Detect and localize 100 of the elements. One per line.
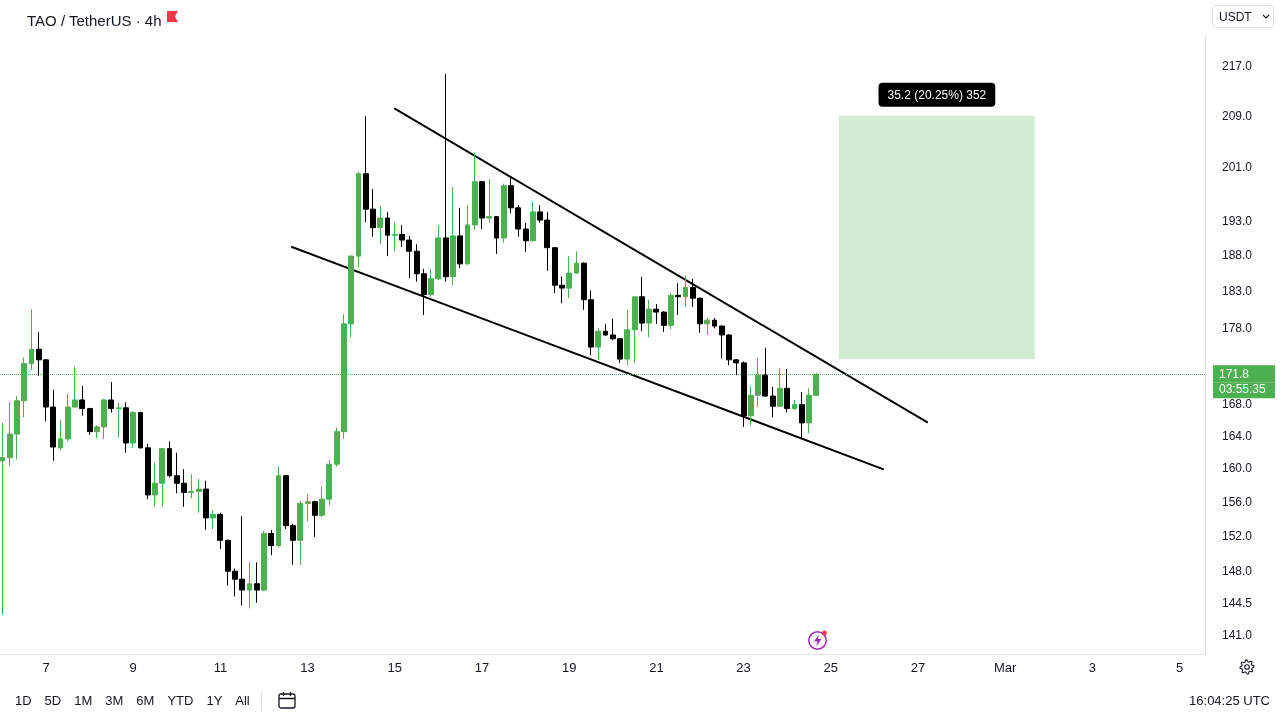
y-tick-label: 164.0 <box>1222 428 1253 443</box>
candlestick <box>675 282 681 316</box>
candlestick <box>566 255 572 299</box>
text: 16:04:25 UTC <box>1189 693 1270 709</box>
candlestick <box>494 215 499 255</box>
candlestick <box>268 529 274 556</box>
candlestick <box>741 360 747 428</box>
candlestick <box>574 250 579 275</box>
candlestick <box>799 391 805 439</box>
candlestick <box>254 561 260 604</box>
candlestick <box>683 275 688 308</box>
candlestick <box>188 473 194 499</box>
candlestick <box>217 512 223 550</box>
candlestick <box>247 561 252 609</box>
x-tick-label: 21 <box>649 660 664 675</box>
candlestick <box>639 276 645 332</box>
candlestick <box>0 422 5 616</box>
candlestick <box>661 310 667 333</box>
y-tick-label: 144.5 <box>1222 595 1253 610</box>
candlestick <box>138 411 143 450</box>
x-tick-label: Mar <box>993 660 1018 675</box>
candlestick <box>457 207 463 269</box>
annotation: 35.2 (20.25%) 352 <box>887 87 987 102</box>
text: 03:55:35 <box>1219 382 1267 397</box>
candlestick <box>523 222 529 253</box>
chart-title: TAO / TetherUS · 4h <box>27 12 162 29</box>
y-tick-label: 217.0 <box>1222 59 1253 74</box>
candlestick <box>58 419 63 451</box>
candlestick <box>108 381 114 414</box>
text: 1D <box>15 693 32 709</box>
candlestick <box>145 443 151 500</box>
candlestick <box>116 401 122 438</box>
candlestick <box>305 493 311 522</box>
x-tick-label: 5 <box>1175 660 1184 675</box>
candlestick <box>210 509 216 530</box>
candlestick <box>603 323 608 337</box>
y-tick-label: 193.0 <box>1222 213 1253 228</box>
text: YTD <box>167 693 194 709</box>
text: USDT <box>1219 9 1252 25</box>
candlestick <box>392 221 398 252</box>
x-tick-label: 9 <box>129 660 137 675</box>
text: 1M <box>74 693 93 709</box>
candlestick <box>261 530 267 592</box>
candlestick <box>167 440 172 478</box>
candlestick <box>276 466 281 548</box>
y-tick-label: 156.0 <box>1222 494 1253 509</box>
x-tick-label: 17 <box>474 660 490 675</box>
x-tick-label: 19 <box>561 660 577 675</box>
candlestick <box>624 309 630 366</box>
y-tick-label: 209.0 <box>1222 108 1253 123</box>
candlestick <box>501 183 507 244</box>
candlestick <box>770 386 776 418</box>
candlestick <box>646 299 652 338</box>
candlestick <box>465 204 470 266</box>
x-tick-label: 15 <box>387 660 403 675</box>
x-tick-label: 27 <box>910 660 926 675</box>
y-tick-label: 160.0 <box>1222 461 1253 476</box>
text: 5D <box>44 693 62 709</box>
candlestick <box>87 407 93 436</box>
y-tick-label: 152.0 <box>1222 528 1253 543</box>
y-tick-label: 178.0 <box>1222 320 1253 335</box>
candlestick <box>762 347 768 398</box>
candlestick <box>196 478 202 514</box>
candlestick <box>450 186 456 286</box>
text: 6M <box>136 693 155 709</box>
text: 1Y <box>206 693 223 709</box>
candlestick <box>297 500 303 566</box>
ref-line-label: 171.8 <box>1219 367 1250 382</box>
candlestick <box>712 317 717 329</box>
candlestick <box>312 500 318 538</box>
y-tick-label: 188.0 <box>1222 248 1253 263</box>
y-tick-label: 168.0 <box>1222 396 1253 411</box>
candlestick <box>377 205 383 245</box>
candlestick <box>203 480 209 531</box>
x-tick-label: 25 <box>823 660 839 675</box>
y-tick-label: 148.0 <box>1222 564 1253 579</box>
candlestick <box>79 385 85 417</box>
candlestick <box>479 180 485 230</box>
candlestick <box>123 401 129 454</box>
x-tick-label: 11 <box>213 660 228 675</box>
candlestick <box>653 303 659 325</box>
candlestick <box>130 410 136 449</box>
text: All <box>235 693 250 709</box>
text: 3M <box>105 693 124 709</box>
y-tick-label: 141.0 <box>1222 628 1253 643</box>
x-tick-label: 23 <box>736 660 751 675</box>
candlestick <box>704 317 710 336</box>
candlestick <box>486 178 492 224</box>
y-tick-label: 183.0 <box>1222 284 1253 298</box>
candlestick <box>668 292 674 330</box>
x-tick-label: 7 <box>42 660 50 675</box>
y-tick-label: 201.0 <box>1222 160 1253 175</box>
candlestick <box>356 171 361 268</box>
candlestick <box>792 399 797 411</box>
candlestick <box>29 308 34 371</box>
candlestick <box>784 368 790 414</box>
candlestick <box>595 327 601 361</box>
candlestick <box>472 152 478 231</box>
x-tick-label: 3 <box>1088 660 1096 675</box>
x-tick-label: 13 <box>300 660 315 675</box>
